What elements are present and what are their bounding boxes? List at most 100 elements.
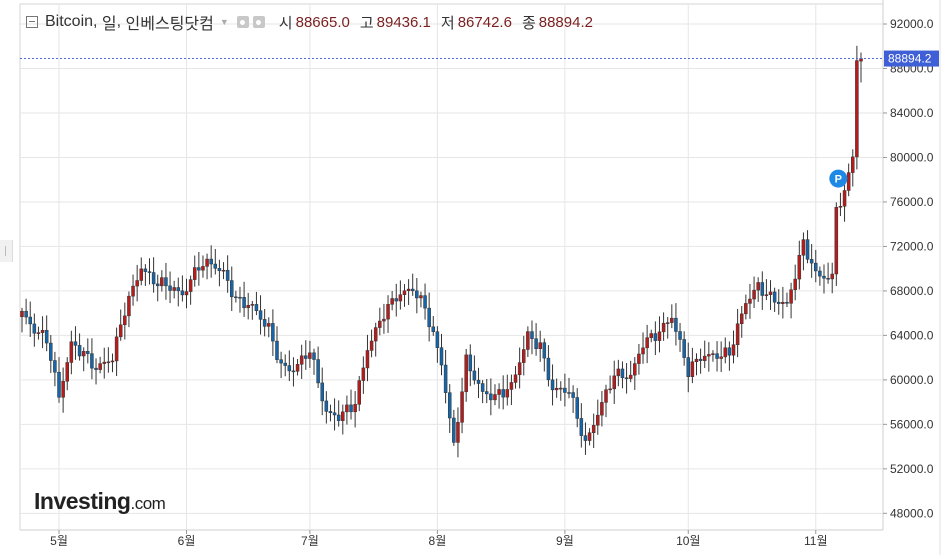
candle-body[interactable] [707,354,711,357]
candle-body[interactable] [262,319,267,327]
candle-body[interactable] [711,353,715,355]
candle-body[interactable] [772,291,777,303]
candle-body[interactable] [254,304,259,311]
candle-body[interactable] [110,360,115,363]
candle-body[interactable] [353,404,357,413]
candle-body[interactable] [752,289,756,300]
candle-body[interactable] [287,365,292,372]
candle-body[interactable] [36,332,41,334]
candle-body[interactable] [554,387,559,391]
candle-body[interactable] [299,355,304,365]
candle-body[interactable] [155,283,160,287]
candle-body[interactable] [230,280,234,298]
candle-body[interactable] [801,239,806,256]
candle-body[interactable] [822,275,826,279]
candle-body[interactable] [275,340,279,360]
candle-body[interactable] [661,322,666,333]
candle-body[interactable] [789,289,793,304]
candle-body[interactable] [180,290,185,296]
candle-body[interactable] [131,285,135,297]
candle-body[interactable] [587,432,592,441]
candle-body[interactable] [258,310,263,320]
candle-body[interactable] [28,316,32,325]
candle-body[interactable] [637,353,641,364]
candle-body[interactable] [472,370,477,381]
candle-body[interactable] [86,351,90,354]
candle-body[interactable] [781,301,785,304]
price-axis[interactable] [883,0,940,530]
candle-body[interactable] [102,361,107,364]
candle-body[interactable] [476,379,481,384]
candle-body[interactable] [304,355,308,359]
candle-body[interactable] [702,355,707,361]
candle-body[interactable] [657,331,662,341]
candle-body[interactable] [427,307,431,328]
candle-body[interactable] [369,340,374,351]
candle-body[interactable] [814,262,818,272]
candle-body[interactable] [793,278,797,290]
candle-body[interactable] [423,295,427,309]
candle-body[interactable] [324,400,329,412]
event-marker[interactable] [829,169,848,188]
candle-body[interactable] [690,361,695,377]
candle-body[interactable] [809,259,814,264]
candle-body[interactable] [320,382,324,402]
candle-body[interactable] [620,368,625,379]
candle-body[interactable] [98,363,102,370]
candle-body[interactable] [460,391,464,423]
candle-body[interactable] [316,359,320,384]
candle-body[interactable] [308,352,312,359]
candle-body[interactable] [164,277,168,287]
candle-body[interactable] [361,367,366,381]
candle-body[interactable] [271,323,275,342]
candle-body[interactable] [49,342,53,361]
candle-body[interactable] [201,266,205,271]
candle-body[interactable] [596,414,600,426]
candle-body[interactable] [188,279,193,292]
candle-body[interactable] [81,351,86,357]
candle-body[interactable] [735,323,740,345]
candle-body[interactable] [246,305,250,309]
candle-body[interactable] [402,290,407,295]
candle-body[interactable] [838,206,843,208]
candle-body[interactable] [715,353,719,359]
candle-body[interactable] [468,354,473,372]
candle-body[interactable] [127,295,131,317]
candle-body[interactable] [649,333,653,338]
candle-body[interactable] [538,342,542,349]
candle-body[interactable] [571,392,575,398]
candle-body[interactable] [114,336,119,362]
candle-body[interactable] [612,375,616,390]
candle-body[interactable] [118,324,123,338]
candle-body[interactable] [830,273,834,280]
candle-body[interactable] [106,361,111,364]
candle-body[interactable] [447,392,452,419]
candle-body[interactable] [390,298,394,305]
candle-body[interactable] [600,402,604,416]
candle-body[interactable] [739,313,744,325]
candle-body[interactable] [764,294,769,296]
candle-body[interactable] [563,387,567,393]
candle-body[interactable] [608,388,612,391]
candle-body[interactable] [834,207,839,275]
candle-body[interactable] [336,414,341,421]
candle-body[interactable] [851,156,855,173]
visibility-icon[interactable] [236,16,249,28]
candle-body[interactable] [406,288,411,291]
candle-body[interactable] [65,362,69,382]
candle-body[interactable] [748,298,752,304]
candle-body[interactable] [40,330,45,333]
candle-body[interactable] [826,277,830,280]
candle-body[interactable] [373,327,378,342]
side-panel-handle[interactable] [0,240,13,262]
candle-body[interactable] [452,417,456,443]
candle-body[interactable] [123,315,127,326]
candle-body[interactable] [221,269,226,272]
candle-body[interactable] [312,352,316,360]
candle-body[interactable] [143,268,148,272]
candle-body[interactable] [678,331,682,340]
candle-body[interactable] [670,317,674,323]
candle-body[interactable] [357,380,361,405]
candle-body[interactable] [160,277,164,287]
